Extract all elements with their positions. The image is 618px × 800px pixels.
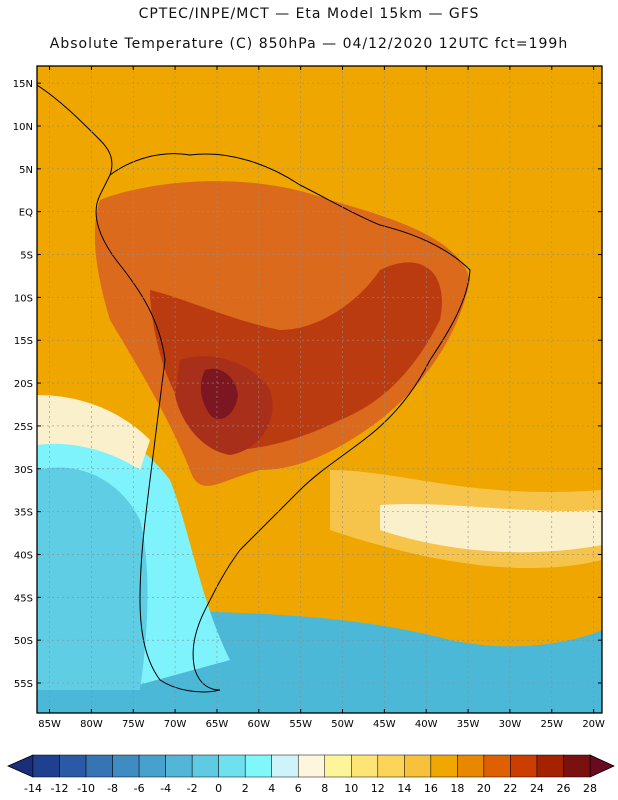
colorbar-swatch: [377, 754, 405, 778]
field-pale-band: [380, 503, 602, 553]
colorbar-label: -4: [160, 782, 171, 795]
colorbar-label: 6: [295, 782, 302, 795]
lat-label: 20S: [14, 379, 33, 390]
title-line-1: CPTEC/INPE/MCT — Eta Model 15km — GFS: [138, 6, 480, 22]
colorbar-swatch: [297, 754, 326, 778]
colorbar-label: -6: [134, 782, 145, 795]
colorbar-high-arrow: [589, 754, 615, 778]
field-chaco-core: [200, 368, 238, 419]
lat-label: 40S: [14, 550, 33, 561]
colorbar-swatch: [112, 754, 140, 778]
lon-label: 35W: [457, 719, 480, 730]
longitude-labels: 85W 80W 75W 70W 65W 60W 55W 50W 45W 40W 35W 30W 25W 2…: [38, 719, 605, 730]
colorbar-swatch: [536, 754, 564, 778]
map-frame: [36, 65, 603, 714]
colorbar-label: 14: [397, 782, 411, 795]
lon-label: 45W: [373, 719, 396, 730]
colorbar-swatch: [351, 754, 379, 778]
colorbar: -14 -12 -10 -8 -6 -4 -2 0 2 4 6 8 10 12 14 16 18 20 22 24 26…: [7, 754, 615, 795]
colorbar-label: -10: [77, 782, 95, 795]
colorbar-swatch: [85, 754, 113, 778]
colorbar-label: 24: [530, 782, 544, 795]
lon-label: 30W: [499, 719, 522, 730]
colorbar-label: 10: [344, 782, 358, 795]
lat-label: 15S: [14, 336, 33, 347]
lat-label: 45S: [14, 593, 33, 604]
lon-label: 80W: [80, 719, 103, 730]
colorbar-label: -2: [187, 782, 198, 795]
lat-label: 10N: [13, 122, 33, 133]
lon-label: 75W: [122, 719, 145, 730]
colorbar-label: 8: [321, 782, 328, 795]
lon-label: 20W: [582, 719, 605, 730]
central-america-coast: [37, 84, 113, 176]
field-pacific-pale: [37, 395, 150, 470]
lon-label: 70W: [164, 719, 187, 730]
colorbar-swatch: [324, 754, 352, 778]
colorbar-label: 12: [371, 782, 385, 795]
colorbar-label: 4: [268, 782, 275, 795]
colorbar-label: 16: [424, 782, 438, 795]
coastlines: [37, 84, 471, 693]
lat-label: 10S: [14, 293, 33, 304]
colorbar-label: 28: [583, 782, 597, 795]
colorbar-label: 2: [242, 782, 249, 795]
lat-label: 5S: [20, 251, 33, 262]
south-america-coast: [95, 153, 471, 693]
colorbar-swatch: [563, 754, 591, 778]
title-line-2: Absolute Temperature (C) 850hPa — 04/12/…: [49, 36, 569, 52]
colorbar-low-arrow: [7, 754, 34, 778]
lat-label: 50S: [14, 636, 33, 647]
colorbar-swatch: [165, 754, 193, 778]
colorbar-label: 22: [503, 782, 517, 795]
colorbar-swatch: [191, 754, 219, 778]
colorbar-swatch: [271, 754, 299, 778]
lon-label: 40W: [415, 719, 438, 730]
colorbar-swatch: [404, 754, 432, 778]
lat-label: 25S: [14, 422, 33, 433]
colorbar-label: 20: [477, 782, 491, 795]
colorbar-swatch: [457, 754, 485, 778]
lon-label: 55W: [289, 719, 312, 730]
colorbar-swatch: [138, 754, 166, 778]
lat-label: 55S: [14, 679, 33, 690]
graticule: [37, 66, 602, 713]
colorbar-label: -8: [107, 782, 118, 795]
colorbar-label: 18: [450, 782, 464, 795]
lat-label: 15N: [13, 79, 33, 90]
colorbar-swatch: [244, 754, 272, 778]
field-pacific-cool: [37, 467, 148, 690]
colorbar-swatch: [510, 754, 538, 778]
lon-label: 60W: [248, 719, 271, 730]
colorbar-label: -14: [24, 782, 42, 795]
lat-label: 5N: [19, 165, 33, 176]
colorbar-swatch: [59, 754, 87, 778]
colorbar-swatch: [32, 754, 60, 778]
lon-label: 25W: [540, 719, 563, 730]
colorbar-swatch: [430, 754, 458, 778]
lat-label: 35S: [14, 508, 33, 519]
colorbar-label: 0: [215, 782, 222, 795]
lon-label: 50W: [331, 719, 354, 730]
temperature-field: [37, 66, 602, 713]
latitude-labels: 15N 10N 5N EQ 5S 10S 15S 20S 25S 30S 35S 40S 45S 50S 5…: [13, 79, 33, 690]
colorbar-label: -12: [51, 782, 69, 795]
colorbar-swatch: [483, 754, 511, 778]
lat-label: EQ: [19, 208, 33, 219]
lat-label: 30S: [14, 465, 33, 476]
colorbar-swatch: [218, 754, 246, 778]
lon-label: 65W: [206, 719, 229, 730]
colorbar-label: 26: [556, 782, 570, 795]
lon-label: 85W: [38, 719, 61, 730]
